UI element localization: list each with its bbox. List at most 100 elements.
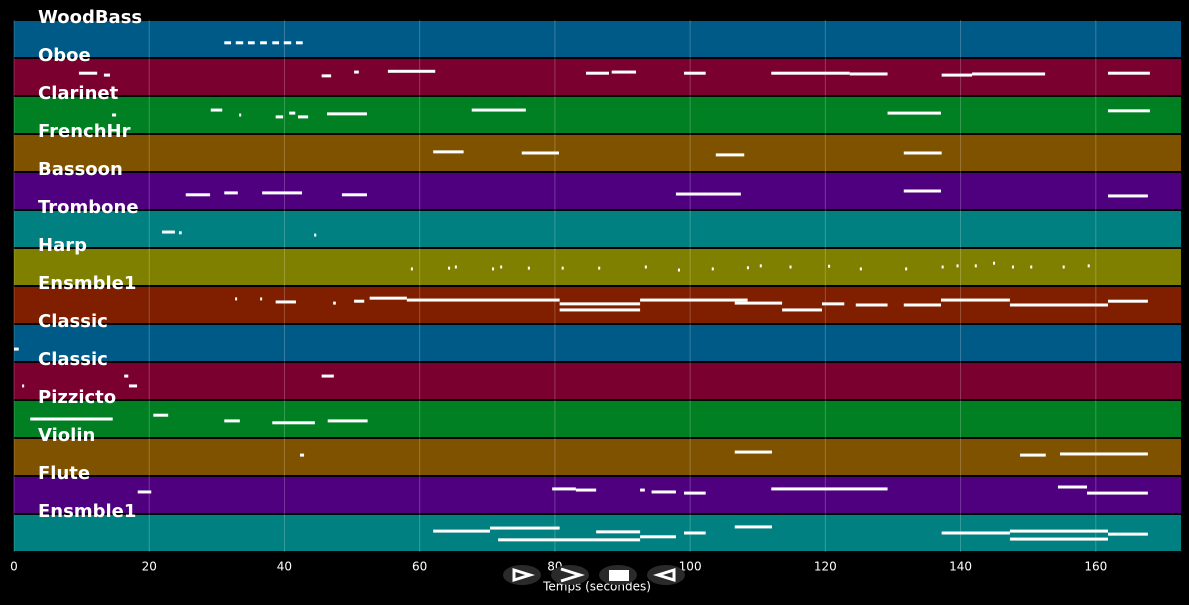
- note: [575, 488, 597, 492]
- track-band: [14, 21, 1181, 57]
- note: [433, 529, 490, 533]
- note: [235, 41, 244, 45]
- note: [124, 374, 129, 378]
- track-label: WoodBass: [38, 7, 142, 28]
- track-label: Clarinet: [38, 83, 119, 104]
- note: [327, 419, 368, 423]
- note: [406, 298, 560, 302]
- note: [644, 265, 647, 269]
- track-band: [14, 97, 1181, 133]
- x-tick-label: 140: [949, 560, 972, 574]
- note: [1059, 452, 1148, 456]
- note: [1107, 194, 1148, 198]
- note: [651, 490, 676, 494]
- note: [275, 300, 296, 304]
- note: [272, 41, 280, 45]
- note: [734, 301, 783, 305]
- x-tick-label: 120: [814, 560, 837, 574]
- note: [327, 112, 367, 116]
- note: [1030, 265, 1033, 269]
- stop-button[interactable]: [599, 565, 637, 585]
- note: [498, 538, 641, 542]
- note: [354, 70, 359, 74]
- note: [1020, 453, 1046, 457]
- note: [903, 189, 941, 193]
- note: [471, 108, 526, 112]
- note: [941, 531, 1010, 535]
- track-label: Violin: [38, 425, 95, 446]
- x-tick-label: 20: [142, 560, 157, 574]
- note: [224, 41, 232, 45]
- note: [684, 491, 706, 495]
- note: [492, 267, 495, 271]
- note: [559, 302, 641, 306]
- rewind-button[interactable]: [647, 565, 685, 585]
- track-label: Classic: [38, 311, 108, 332]
- note: [684, 71, 706, 75]
- note: [859, 267, 862, 271]
- forward-button[interactable]: [551, 565, 589, 585]
- note: [715, 153, 745, 157]
- track-label: FrenchHr: [38, 121, 131, 142]
- note: [552, 487, 576, 491]
- note: [300, 453, 305, 457]
- note: [640, 488, 645, 492]
- track-label: Ensmble1: [38, 501, 136, 522]
- note: [887, 111, 941, 115]
- note: [677, 268, 680, 272]
- note: [1011, 265, 1014, 269]
- note: [759, 264, 762, 268]
- note: [1107, 532, 1148, 536]
- note: [940, 298, 1010, 302]
- note: [972, 72, 1046, 76]
- note: [684, 531, 706, 535]
- track-band: [14, 173, 1181, 209]
- note: [128, 384, 138, 388]
- track-band: [14, 401, 1181, 437]
- note: [272, 421, 315, 425]
- note: [260, 41, 267, 45]
- note: [369, 296, 407, 300]
- note: [1009, 303, 1108, 307]
- note: [521, 151, 559, 155]
- track-band: [14, 325, 1181, 361]
- note: [321, 374, 334, 378]
- note: [1087, 264, 1090, 268]
- note: [297, 115, 309, 119]
- note: [354, 299, 365, 303]
- note: [586, 71, 609, 75]
- play-button[interactable]: [503, 565, 541, 585]
- note: [247, 41, 255, 45]
- note: [454, 265, 457, 269]
- note: [289, 111, 296, 115]
- track-label: Trombone: [38, 197, 139, 218]
- note: [707, 192, 741, 196]
- note: [1057, 485, 1088, 489]
- track-label: Flute: [38, 463, 90, 484]
- note: [283, 41, 292, 45]
- note: [137, 490, 152, 494]
- note: [153, 413, 169, 417]
- note: [30, 417, 113, 421]
- note: [905, 267, 908, 271]
- x-tick-label: 160: [1084, 560, 1107, 574]
- note: [746, 266, 749, 270]
- note: [433, 150, 464, 154]
- track-band: [14, 211, 1181, 247]
- note: [941, 73, 973, 77]
- note: [855, 303, 888, 307]
- track-label: Bassoon: [38, 159, 123, 180]
- note: [849, 72, 888, 76]
- note: [103, 73, 111, 77]
- note: [1062, 265, 1065, 269]
- note: [112, 113, 117, 117]
- track-band: [14, 249, 1181, 285]
- x-tick-label: 0: [10, 560, 18, 574]
- note: [500, 265, 503, 269]
- x-tick-label: 40: [277, 560, 292, 574]
- x-tick-label: 100: [679, 560, 702, 574]
- x-tick-label: 60: [412, 560, 427, 574]
- note: [210, 108, 223, 112]
